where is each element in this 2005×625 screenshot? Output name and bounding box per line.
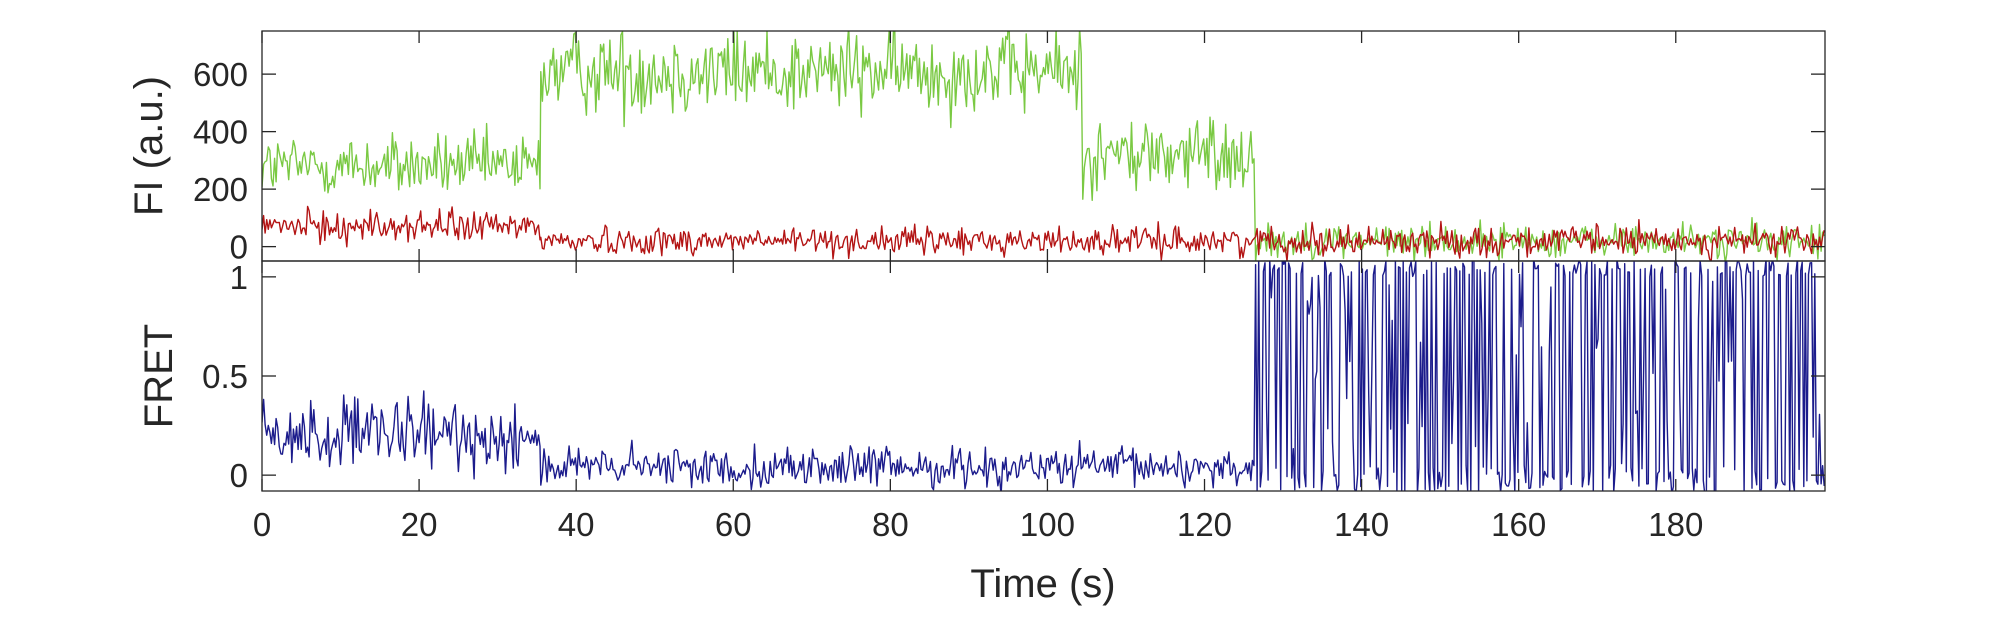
time-x-tick-label: 180 xyxy=(1648,506,1703,543)
fluorescence-traces xyxy=(262,31,1825,261)
fluorescence-y-tick-label: 400 xyxy=(193,114,248,151)
fret-y-tick-label: 0 xyxy=(230,457,248,494)
fret-series-0-line xyxy=(262,261,1825,491)
fret-y-tick-label: 1 xyxy=(230,259,248,296)
time-x-tick-label: 160 xyxy=(1491,506,1546,543)
time-x-tick-label: 140 xyxy=(1334,506,1389,543)
fret-y-ticks: 00.51 xyxy=(202,259,1825,494)
fluorescence-y-axis-label: FI (a.u.) xyxy=(127,76,171,216)
time-x-axis-label: Time (s) xyxy=(970,562,1115,606)
fluorescence-series-1-line xyxy=(262,205,1825,261)
fret-y-tick-label: 0.5 xyxy=(202,358,248,395)
time-x-tick-label: 20 xyxy=(401,506,438,543)
fret-traces xyxy=(262,261,1825,491)
fluorescence-y-tick-label: 600 xyxy=(193,56,248,93)
fluorescence-y-tick-label: 200 xyxy=(193,171,248,208)
time-x-tick-label: 40 xyxy=(558,506,595,543)
time-x-tick-label: 0 xyxy=(253,506,271,543)
time-x-tick-label: 120 xyxy=(1177,506,1232,543)
time-x-tick-label: 60 xyxy=(715,506,752,543)
time-x-tick-label: 80 xyxy=(872,506,909,543)
fluorescence-y-ticks: 0 200 400 600 xyxy=(193,31,1825,266)
fluorescence-y-tick-label: 0 xyxy=(230,229,248,266)
fret-panel: 00.51 0 20 40 60 80 100 120 140 160 180 FRET Time… xyxy=(137,259,1826,606)
fluorescence-series-0-line xyxy=(262,31,1825,261)
fret-y-axis-label: FRET xyxy=(137,324,181,428)
time-x-tick-label: 100 xyxy=(1020,506,1075,543)
fluorescence-panel: 0 200 400 600 FI (a.u.) xyxy=(127,30,1826,266)
time-x-ticks: 0 20 40 60 80 100 120 140 160 180 xyxy=(253,261,1703,543)
